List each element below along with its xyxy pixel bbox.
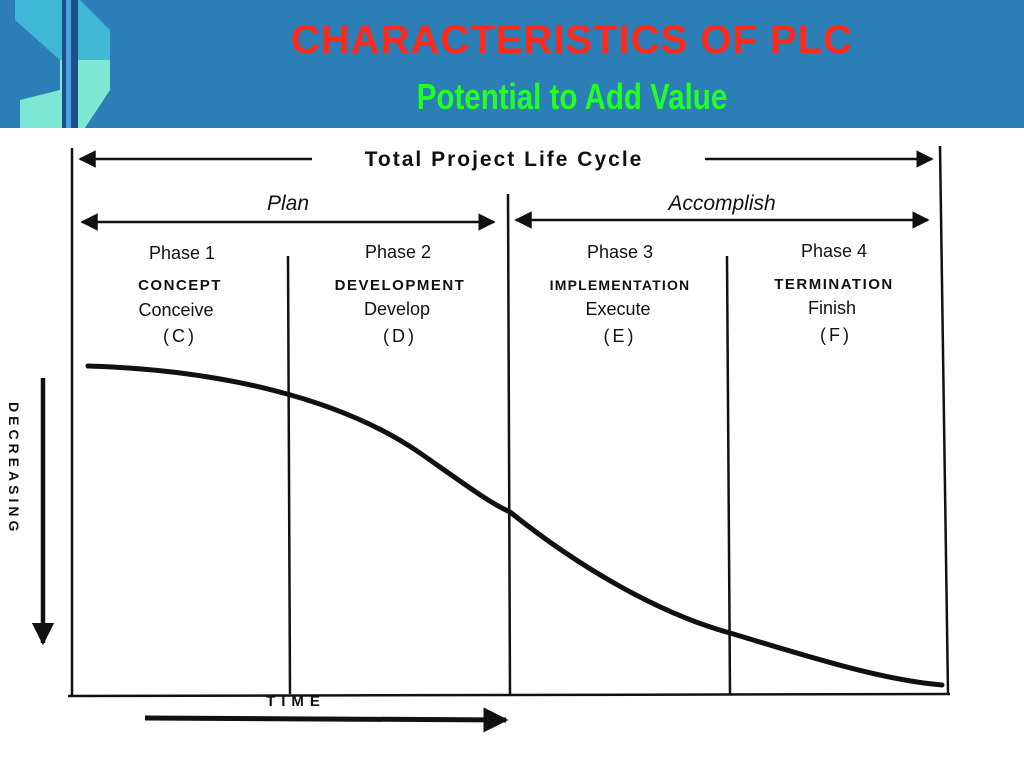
phase-2-code: (D)	[383, 326, 417, 346]
phase-3-code: (E)	[604, 326, 637, 346]
phase-3-name: IMPLEMENTATION	[550, 277, 691, 293]
phase-3-verb: Execute	[585, 299, 650, 319]
phase-4-number: Phase 4	[801, 241, 867, 261]
phase-3: Phase 3 IMPLEMENTATION Execute (E)	[550, 242, 691, 346]
phase-1-number: Phase 1	[149, 243, 215, 263]
slide-header: CHARACTERISTICS OF PLC Potential to Add …	[0, 0, 1024, 128]
total-life-cycle-label: Total Project Life Cycle	[365, 148, 644, 171]
slide-subtitle: Potential to Add Value	[416, 76, 728, 117]
divider-plan-accomplish	[506, 193, 512, 696]
phase-1-name: CONCEPT	[138, 277, 222, 294]
phase-2-verb: Develop	[364, 299, 430, 319]
slide-title: CHARACTERISTICS OF PLC	[291, 18, 853, 62]
phase-1-verb: Conceive	[138, 300, 213, 320]
accomplish-label: Accomplish	[666, 192, 775, 215]
phase-2-name: DEVELOPMENT	[335, 277, 466, 294]
time-arrow	[144, 707, 509, 733]
plan-label: Plan	[267, 192, 309, 215]
ribbon-logo-icon	[15, 0, 110, 128]
plc-diagram: Total Project Life Cycle Plan Accomplish…	[6, 145, 951, 733]
phase-4: Phase 4 TERMINATION Finish (F)	[774, 241, 894, 345]
phase-3-number: Phase 3	[587, 242, 653, 262]
decreasing-label: DECREASING	[6, 402, 22, 535]
right-border	[938, 145, 950, 695]
phase-1-code: (C)	[163, 326, 197, 346]
value-curve	[85, 363, 945, 688]
phase-4-verb: Finish	[808, 298, 856, 318]
phase-4-name: TERMINATION	[774, 276, 894, 293]
phase-4-code: (F)	[820, 325, 852, 345]
phase-2-number: Phase 2	[365, 242, 431, 262]
divider-1-2	[286, 255, 292, 695]
phase-1: Phase 1 CONCEPT Conceive (C)	[138, 243, 222, 346]
phase-2: Phase 2 DEVELOPMENT Develop (D)	[335, 242, 466, 346]
time-label: TIME	[266, 693, 326, 710]
divider-3-4	[725, 255, 732, 695]
